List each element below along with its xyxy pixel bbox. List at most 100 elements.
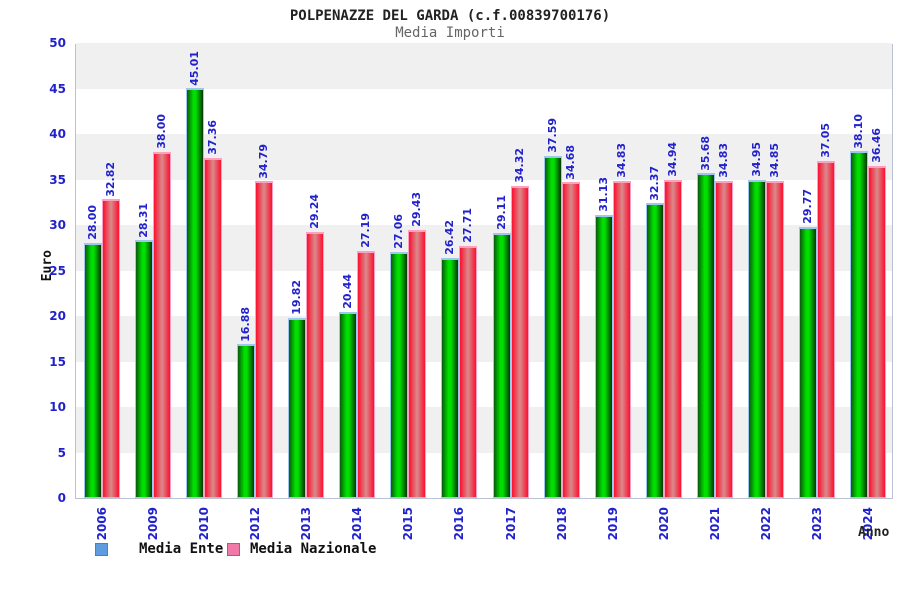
legend-swatch-media-nazionale xyxy=(227,543,240,556)
media-nazionale-bar-2019 xyxy=(612,181,631,498)
media-nazionale-bar-2013 xyxy=(306,231,325,498)
x-axis-tick-label: 2023 xyxy=(810,507,825,541)
media-ente-bar-2014 xyxy=(339,312,358,498)
media-nazionale-bar-2015 xyxy=(408,230,427,498)
x-axis-tick-label: 2006 xyxy=(94,507,109,541)
y-axis-tick-label: 45 xyxy=(49,81,66,96)
legend: Media Ente Media Nazionale xyxy=(0,540,900,560)
media-ente-bar-2017 xyxy=(492,233,511,498)
x-axis-tick-label: 2022 xyxy=(759,507,774,541)
x-axis-tick-label: 2019 xyxy=(605,507,620,541)
bar-value-label: 34.83 xyxy=(614,143,628,179)
y-axis-tick-label: 50 xyxy=(49,36,66,50)
y-axis-tick-label: 5 xyxy=(57,445,66,460)
bar-value-label: 37.05 xyxy=(819,123,833,158)
bar-value-label: 29.24 xyxy=(308,194,322,229)
x-axis-tick-label: 2015 xyxy=(401,507,416,541)
bar-value-label: 27.06 xyxy=(392,213,406,249)
bar-value-label: 34.68 xyxy=(563,144,577,180)
media-nazionale-bar-2018 xyxy=(561,182,580,498)
bar-value-label: 20.44 xyxy=(341,274,355,309)
bar-value-label: 38.10 xyxy=(852,113,866,149)
grid-band xyxy=(76,43,892,89)
bar-value-label: 32.37 xyxy=(647,165,661,201)
bar-value-label: 36.46 xyxy=(870,128,884,164)
x-axis-tick-label: 2009 xyxy=(145,507,160,541)
media-ente-bar-2023 xyxy=(799,227,818,498)
bar-value-label: 31.13 xyxy=(596,176,610,212)
y-axis-tick-label: 15 xyxy=(49,354,66,369)
bar-value-label: 34.85 xyxy=(768,143,782,178)
media-nazionale-bar-2014 xyxy=(357,250,376,498)
bar-value-label: 45.01 xyxy=(187,50,201,86)
y-axis-tick-label: 35 xyxy=(49,172,66,187)
x-axis-tick-label: 2016 xyxy=(452,507,467,541)
media-ente-bar-2024 xyxy=(850,151,869,498)
plot-area: 28.00 32.82 28.31 38.00 45.01 37.36 16.88 34.79… xyxy=(75,43,893,499)
y-axis-tick-label: 40 xyxy=(49,127,66,141)
media-nazionale-bar-2022 xyxy=(766,180,785,498)
media-nazionale-bar-2016 xyxy=(459,245,478,498)
bar-value-label: 38.00 xyxy=(154,114,168,150)
bar-value-label: 34.79 xyxy=(256,143,270,179)
bar-value-label: 27.19 xyxy=(359,212,373,248)
media-ente-bar-2020 xyxy=(645,203,664,498)
media-nazionale-bar-2012 xyxy=(254,181,273,498)
bar-value-label: 26.42 xyxy=(443,219,457,255)
bar-value-label: 19.82 xyxy=(290,279,304,315)
legend-label-media-nazionale: Media Nazionale xyxy=(250,541,377,557)
y-axis-tick-label: 25 xyxy=(49,263,66,278)
x-axis-tick-label: 2012 xyxy=(247,507,262,541)
bar-value-label: 34.94 xyxy=(665,142,679,178)
x-axis-title: Anno xyxy=(858,525,890,540)
legend-swatch-media-ente xyxy=(95,543,108,556)
bar-value-label: 37.36 xyxy=(205,120,219,156)
x-axis-tick-label: 2014 xyxy=(350,507,365,541)
media-nazionale-bar-2021 xyxy=(715,181,734,498)
media-ente-bar-2016 xyxy=(441,257,460,498)
bar-value-label: 32.82 xyxy=(103,161,117,197)
legend-label-media-ente: Media Ente xyxy=(139,541,224,557)
x-axis-tick-label: 2018 xyxy=(554,507,569,541)
y-axis-tick-label: 10 xyxy=(49,400,66,414)
y-axis-tick-label: 30 xyxy=(49,218,66,232)
x-axis-tick-labels: 2006 2009 2010 2012 2013 2014 2015 2016 2017 2018… xyxy=(75,505,893,545)
bar-value-label: 28.31 xyxy=(136,202,150,238)
bar-value-label: 34.32 xyxy=(512,147,526,183)
x-axis-tick-label: 2013 xyxy=(299,507,314,541)
bar-value-label: 34.83 xyxy=(717,143,731,179)
media-ente-bar-2009 xyxy=(134,240,153,498)
bar-value-label: 28.00 xyxy=(85,205,99,241)
media-nazionale-bar-2017 xyxy=(510,185,529,498)
media-nazionale-bar-2020 xyxy=(663,180,682,498)
y-axis-tick-label: 20 xyxy=(49,309,66,323)
bar-value-label: 29.11 xyxy=(494,195,508,231)
x-axis-tick-label: 2017 xyxy=(503,507,518,541)
media-ente-bar-2006 xyxy=(83,243,102,498)
media-ente-bar-2019 xyxy=(594,214,613,498)
y-axis-tick-label: 0 xyxy=(57,491,66,505)
chart-title: POLPENAZZE DEL GARDA (c.f.00839700176) xyxy=(289,8,611,24)
bar-value-label: 27.71 xyxy=(461,208,475,243)
media-nazionale-bar-2006 xyxy=(101,199,120,498)
media-ente-bar-2015 xyxy=(390,251,409,498)
media-ente-bar-2010 xyxy=(185,88,204,498)
bar-value-label: 35.68 xyxy=(699,135,713,171)
x-axis-tick-label: 2010 xyxy=(196,507,211,541)
media-ente-bar-2013 xyxy=(288,317,307,498)
media-ente-bar-2021 xyxy=(697,173,716,498)
x-axis-tick-label: 2021 xyxy=(708,507,723,541)
media-ente-bar-2018 xyxy=(543,155,562,498)
chart-subtitle: Media Importi xyxy=(395,25,505,41)
bar-value-label: 16.88 xyxy=(238,306,252,342)
media-ente-bar-2022 xyxy=(748,179,767,498)
media-nazionale-bar-2023 xyxy=(817,160,836,498)
bar-value-label: 34.95 xyxy=(750,142,764,177)
media-ente-bar-2012 xyxy=(236,344,255,498)
bar-value-label: 37.59 xyxy=(545,118,559,153)
media-nazionale-bar-2009 xyxy=(152,152,171,498)
media-nazionale-bar-2010 xyxy=(203,158,222,498)
x-axis-tick-label: 2020 xyxy=(656,507,671,541)
bar-value-label: 29.77 xyxy=(801,189,815,225)
